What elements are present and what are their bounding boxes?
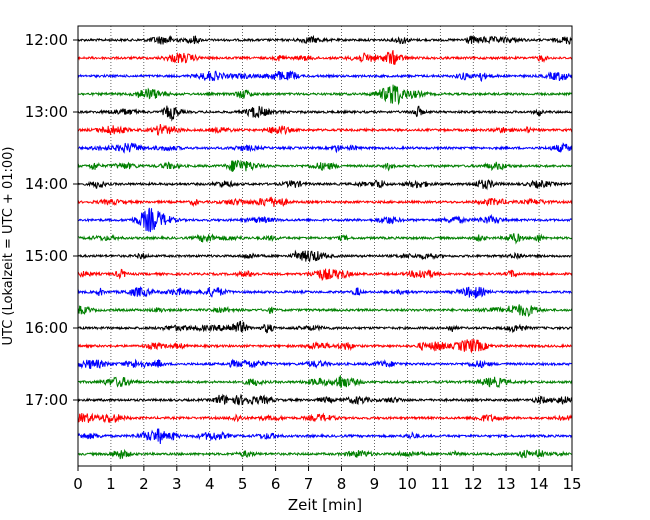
- trace-line: [77, 196, 573, 208]
- y-tick-label: 14:00: [25, 175, 68, 193]
- x-tick-label: 4: [205, 475, 215, 493]
- trace-line: [77, 358, 573, 369]
- trace-group: [77, 34, 573, 460]
- trace-line: [77, 123, 573, 136]
- trace-line: [77, 70, 573, 83]
- x-tick-label: 15: [562, 475, 581, 493]
- trace-line: [77, 249, 573, 263]
- axes-frame: [77, 25, 573, 467]
- trace-line: [77, 448, 573, 460]
- vertical-grid: [110, 26, 540, 466]
- x-tick-label: 0: [73, 475, 83, 493]
- x-tick-label: 10: [398, 475, 417, 493]
- x-tick-label: 1: [106, 475, 116, 493]
- x-tick-label: 12: [464, 475, 483, 493]
- trace-line: [77, 179, 573, 191]
- trace-line: [77, 320, 573, 334]
- trace-line: [77, 207, 573, 233]
- trace-line: [77, 375, 573, 389]
- x-tick-label: 5: [238, 475, 248, 493]
- x-tick-label: 6: [271, 475, 281, 493]
- trace-line: [77, 304, 573, 318]
- trace-line: [77, 393, 573, 406]
- trace-line: [77, 428, 573, 445]
- trace-line: [77, 105, 573, 122]
- y-tick-label: 12:00: [25, 31, 68, 49]
- x-tick-label: 8: [337, 475, 347, 493]
- trace-line: [77, 34, 573, 45]
- y-tick-label: 16:00: [25, 319, 68, 337]
- y-tick-label: 13:00: [25, 103, 68, 121]
- x-tick-label: 11: [431, 475, 450, 493]
- trace-line: [77, 84, 573, 106]
- trace-line: [77, 285, 573, 299]
- y-axis-ticks: 12:00 13:00 14:00 15:00 16:00 17:00: [25, 31, 78, 409]
- y-tick-label: 15:00: [25, 247, 68, 265]
- trace-line: [77, 268, 573, 282]
- x-tick-label: 14: [530, 475, 549, 493]
- y-axis-title: UTC (Lokalzeit = UTC + 01:00): [1, 147, 16, 346]
- trace-line: [77, 412, 573, 424]
- trace-line: [77, 233, 573, 245]
- trace-line: [77, 142, 573, 154]
- trace-line: [77, 159, 573, 173]
- x-tick-label: 3: [172, 475, 182, 493]
- x-tick-label: 2: [139, 475, 149, 493]
- x-tick-label: 13: [497, 475, 516, 493]
- trace-line: [77, 50, 573, 65]
- trace-line: [77, 338, 573, 354]
- y-tick-label: 17:00: [25, 391, 68, 409]
- x-tick-label: 9: [370, 475, 380, 493]
- x-axis-title: Zeit [min]: [288, 496, 362, 514]
- x-axis-ticks: 0 1 2 3 4 5 6 7 8 9 10 11 12 13 14 15: [73, 466, 582, 493]
- x-tick-label: 7: [304, 475, 314, 493]
